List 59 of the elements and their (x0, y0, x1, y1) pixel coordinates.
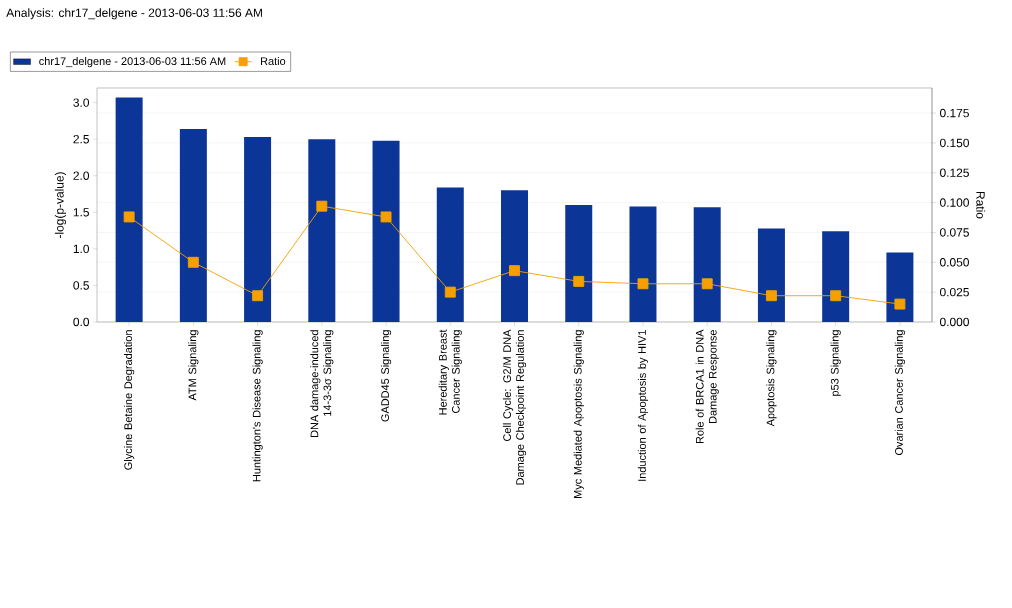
y2-tick-label: 0.000 (940, 317, 969, 327)
point (123, 211, 135, 223)
x-tick-label: ATM Signaling (188, 330, 199, 401)
bar (179, 128, 207, 322)
point (509, 265, 520, 277)
y2-tick-label: 0.075 (940, 228, 969, 237)
point (380, 211, 392, 223)
y-tick-label: 1.0 (73, 244, 90, 254)
x-tick-label: Hereditary Breast Cancer Signaling (438, 329, 462, 415)
bar (757, 228, 785, 322)
point (894, 298, 906, 310)
y2-tick-label: 0.150 (940, 138, 969, 148)
y-axis-title: -log(p-value) (54, 172, 67, 239)
y2-tick-label: 0.125 (940, 168, 969, 177)
legend-label: Ratio (261, 56, 286, 66)
x-tick-label: Huntington's Disease Signaling (252, 330, 263, 482)
y2-tick-label: 0.025 (940, 287, 969, 297)
y2-tick-label: 0.100 (940, 198, 969, 207)
bar (822, 231, 850, 322)
point (765, 290, 777, 302)
y2-axis-title: Ratio (976, 192, 986, 219)
x-tick-label: Apoptosis Signaling (766, 330, 777, 427)
point (316, 200, 328, 212)
bar (436, 187, 464, 322)
y-tick-label: 0.0 (73, 317, 90, 327)
bar (565, 204, 593, 322)
point (187, 256, 199, 268)
y-tick-label: 1.5 (73, 208, 89, 217)
bar (115, 97, 143, 322)
y-tick-label: 2.0 (73, 171, 90, 180)
chart-title: Analysis: chr17_delgene - 2013-06-03 11:56 AM (6, 8, 262, 20)
point (830, 290, 842, 302)
x-tick-label: Ovarian Cancer Signaling (894, 330, 905, 456)
x-tick-label: Glycine Betaine Degradation (124, 330, 135, 470)
point (252, 290, 264, 302)
bar (629, 206, 657, 322)
y2-tick-label: 0.050 (940, 258, 969, 267)
x-tick-label: p53 Signaling (830, 330, 841, 396)
x-tick-label: Myc Mediated Apoptosis Signaling (573, 330, 584, 498)
bar (693, 207, 721, 322)
y2-tick-label: 0.175 (940, 108, 969, 118)
bar (501, 190, 529, 322)
point (701, 278, 713, 290)
y-tick-label: 3.0 (73, 98, 90, 107)
x-tick-label: Cell Cycle: G2/M DNA Damage Checkpoint Regulation (502, 329, 527, 485)
bar (372, 140, 400, 322)
x-tick-label: Induction of Apoptosis by HIV1 (637, 330, 649, 481)
legend-label: chr17_delgene - 2013-06-03 11:56 AM (39, 56, 226, 68)
bar (308, 139, 336, 322)
y-tick-label: 0.5 (73, 281, 89, 290)
point (444, 286, 456, 298)
point (637, 278, 649, 290)
point (573, 275, 585, 287)
x-tick-label: GADD45 Signaling (380, 330, 392, 422)
bar (244, 136, 272, 322)
x-tick-label: DNA damage-induced 14-3-3σ Signaling (310, 330, 334, 438)
x-tick-label: Role of BRCA1 in DNA Damage Response (695, 329, 719, 444)
bar (886, 252, 914, 322)
y-tick-label: 2.5 (73, 134, 89, 144)
